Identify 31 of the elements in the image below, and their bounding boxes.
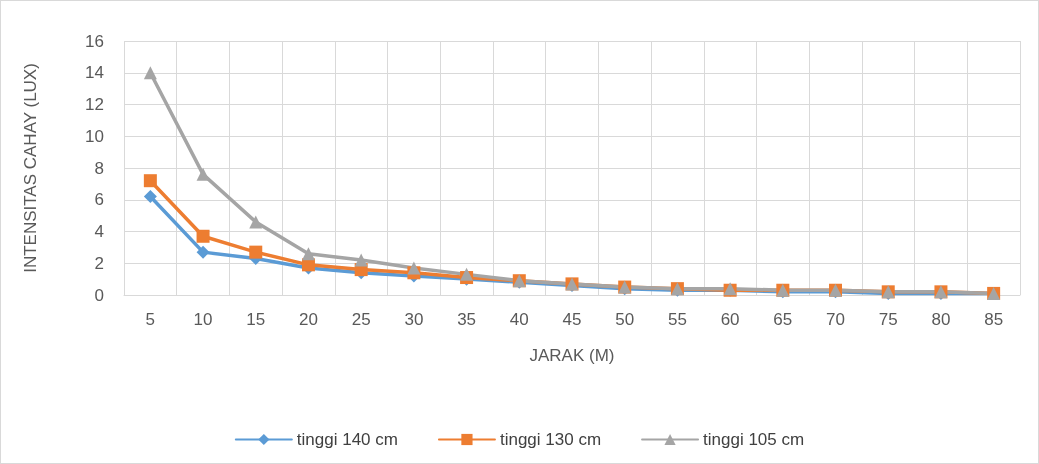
x-tick-label: 50 [615, 310, 635, 329]
x-tick-label: 65 [773, 310, 793, 329]
x-tick-label: 20 [299, 310, 318, 329]
y-tick-label: 16 [85, 31, 104, 51]
x-axis-title: JARAK (M) [529, 346, 615, 365]
legend-label: tinggi 105 cm [703, 430, 805, 449]
x-tick-label: 5 [145, 310, 156, 329]
x-tick-label: 40 [509, 310, 529, 329]
x-tick-label: 30 [404, 310, 424, 329]
y-tick-label: 14 [85, 63, 104, 83]
y-tick-label: 0 [94, 285, 104, 305]
y-tick-label: 6 [94, 190, 104, 210]
y-tick-label: 12 [85, 95, 104, 114]
x-tick-label: 85 [984, 310, 1004, 329]
y-tick-label: 2 [94, 253, 104, 273]
x-tick-label: 45 [562, 310, 582, 329]
y-tick-label: 10 [85, 126, 104, 146]
x-tick-label: 75 [878, 310, 898, 329]
x-tick-label: 15 [246, 310, 266, 329]
x-tick-label: 55 [667, 310, 687, 329]
y-tick-label: 4 [94, 222, 104, 241]
x-tick-label: 80 [931, 310, 951, 329]
x-tick-label: 60 [720, 310, 740, 329]
x-tick-label: 10 [193, 310, 213, 329]
x-tick-label: 70 [826, 310, 845, 329]
y-tick-label: 8 [94, 158, 104, 178]
x-tick-label: 25 [351, 310, 371, 329]
legend-label: tinggi 130 cm [499, 430, 602, 449]
x-tick-label: 35 [457, 310, 477, 329]
legend-label: tinggi 140 cm [296, 430, 398, 449]
y-axis-title: INTENSITAS CAHAY (LUX) [21, 63, 40, 273]
